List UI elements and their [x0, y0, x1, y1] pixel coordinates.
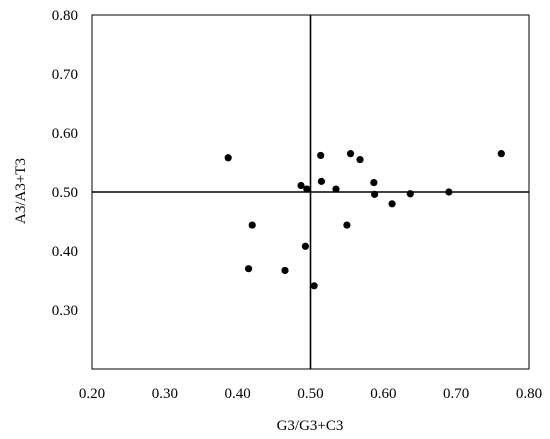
x-axis-label: G3/G3+C3 — [277, 418, 344, 434]
data-point — [497, 150, 505, 158]
y-tick-label: 0.80 — [52, 8, 78, 24]
y-tick-label: 0.30 — [52, 303, 78, 319]
data-point — [445, 188, 453, 196]
data-point — [317, 177, 326, 185]
data-points — [224, 150, 505, 290]
data-point — [317, 151, 325, 160]
x-tick-label: 0.30 — [152, 386, 178, 402]
y-tick-label: 0.70 — [52, 67, 78, 83]
data-point — [356, 155, 364, 164]
y-tick-label: 0.60 — [52, 126, 78, 142]
x-tick-label: 0.60 — [370, 386, 396, 402]
data-point — [406, 190, 414, 198]
data-point — [332, 185, 340, 193]
data-point — [343, 221, 351, 229]
x-tick-label: 0.20 — [79, 386, 105, 402]
x-tick-label: 0.50 — [297, 386, 323, 402]
y-tick-label: 0.50 — [52, 185, 78, 201]
data-point — [297, 181, 305, 190]
x-tick-label: 0.40 — [225, 386, 251, 402]
data-point — [370, 178, 378, 187]
data-point — [388, 200, 396, 208]
data-point — [370, 190, 379, 198]
y-tick-label: 0.40 — [52, 244, 78, 260]
data-point — [301, 242, 310, 250]
data-point — [248, 221, 256, 229]
data-point — [346, 150, 355, 158]
data-point — [224, 154, 232, 162]
y-tick-labels: 0.30 0.40 0.50 0.60 0.70 0.80 — [52, 8, 78, 319]
y-axis-label: A3/A3+T3 — [13, 158, 29, 224]
data-point — [310, 282, 318, 290]
data-point — [281, 266, 289, 275]
data-point — [303, 185, 311, 193]
x-tick-label: 0.70 — [443, 386, 469, 402]
x-tick-label: 0.80 — [516, 386, 542, 402]
x-tick-labels: 0.20 0.30 0.40 0.50 0.60 0.70 0.80 — [79, 386, 542, 402]
data-point — [244, 265, 253, 273]
